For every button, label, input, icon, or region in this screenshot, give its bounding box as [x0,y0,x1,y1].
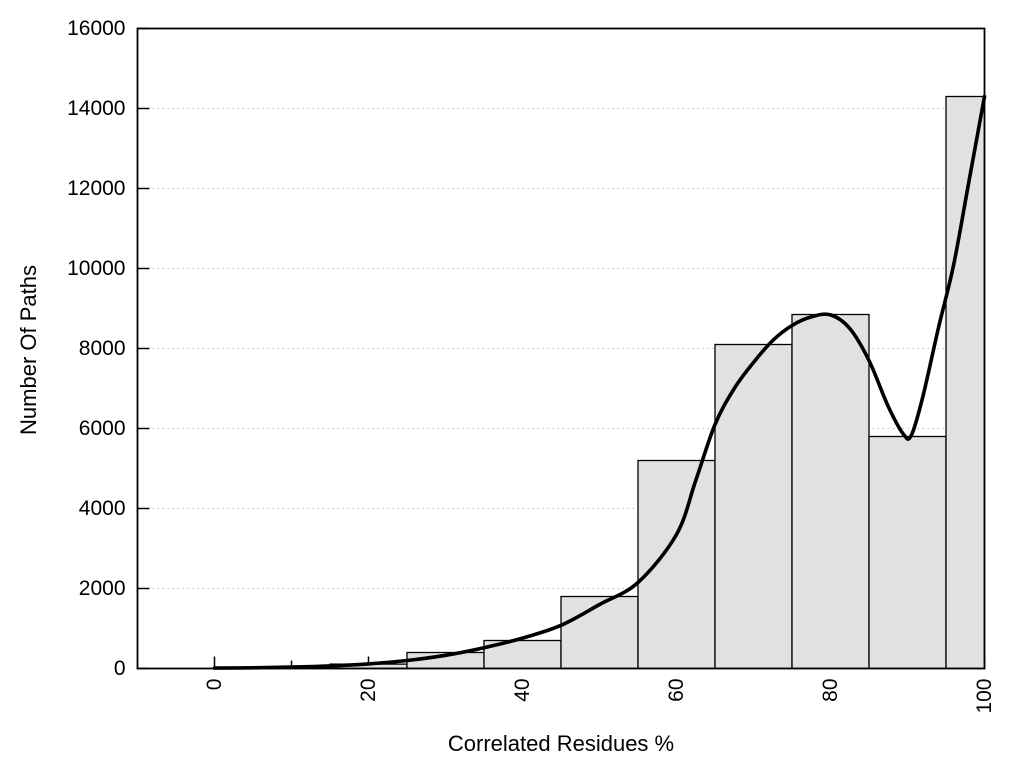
x-tick-label: 40 [511,679,534,702]
plot-border [136,27,986,670]
x-axis-title: Correlated Residues % [447,731,675,756]
histogram-bar [560,595,639,670]
y-tick-label: 16000 [67,17,125,40]
histogram-bar [637,459,716,670]
x-tick-label: 80 [819,679,842,702]
x-tick-label: 20 [357,679,380,702]
y-tick-label: 0 [114,657,126,680]
y-axis-title: Number Of Paths [16,265,41,435]
density-curve [212,94,987,670]
y-tick-label: 10000 [67,257,125,280]
y-tick-label: 6000 [79,417,126,440]
y-tick-label: 8000 [79,337,126,360]
y-tick-label: 14000 [67,97,125,120]
histogram-bar [791,313,870,670]
histogram-bar [714,343,793,670]
x-tick-label: 100 [973,679,996,714]
x-tick-label: 60 [665,679,688,702]
histogram-bar [868,435,947,670]
histogram-bar [945,95,986,670]
x-tick-label: 0 [203,679,226,691]
y-tick-label: 2000 [79,577,126,600]
y-tick-label: 4000 [79,497,126,520]
y-tick-label: 12000 [67,177,125,200]
